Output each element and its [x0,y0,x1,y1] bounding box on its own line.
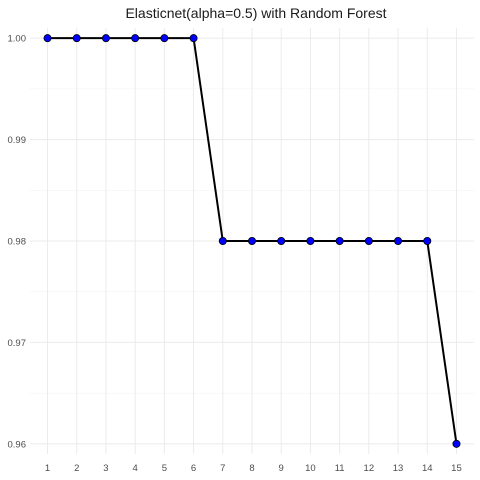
x-tick-label: 15 [451,463,462,474]
x-tick-label: 2 [74,463,79,474]
y-tick-label: 0.98 [8,237,27,248]
x-tick-label: 1 [45,463,50,474]
data-point [423,236,432,245]
data-point [72,34,81,43]
data-point [101,34,110,43]
x-tick-label: 8 [249,463,254,474]
data-point [218,236,227,245]
x-tick-label: 9 [279,463,284,474]
x-tick-label: 11 [335,463,345,474]
x-tick-label: 4 [133,463,138,474]
data-point [43,34,52,43]
series [43,34,461,448]
y-axis-ticks: 0.96 0.97 0.98 0.99 1.00 [8,34,27,451]
y-tick-label: 0.99 [8,135,27,146]
x-tick-label: 10 [305,463,316,474]
data-point [364,236,373,245]
data-point [160,34,169,43]
data-point [247,236,256,245]
data-point [335,236,344,245]
data-point [277,236,286,245]
data-point [131,34,140,43]
chart-title: Elasticnet(alpha=0.5) with Random Forest [125,5,386,21]
y-tick-label: 0.97 [8,338,27,349]
x-tick-label: 14 [422,463,433,474]
x-tick-label: 7 [220,463,225,474]
x-tick-label: 6 [191,463,196,474]
x-axis-ticks: 1 2 3 4 5 6 7 8 9 10 11 12 13 14 15 [45,463,462,474]
x-tick-label: 5 [162,463,167,474]
data-point [189,34,198,43]
data-point [306,236,315,245]
data-point [394,236,403,245]
data-point [452,439,461,448]
y-tick-label: 0.96 [8,439,27,450]
x-tick-label: 13 [393,463,404,474]
x-tick-label: 3 [103,463,108,474]
y-tick-label: 1.00 [8,34,27,45]
x-tick-label: 12 [364,463,375,474]
